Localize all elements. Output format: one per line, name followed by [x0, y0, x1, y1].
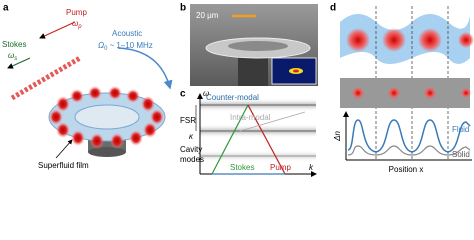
scale-label: 20 μm [196, 11, 219, 20]
solid-field [352, 87, 364, 99]
k-label: k [309, 163, 314, 172]
pump-label: Pump [270, 163, 291, 172]
kappa-label: κ [189, 132, 194, 141]
field-max [418, 28, 442, 52]
dn-label: Δn [333, 131, 342, 142]
stokes-freq: ωs [8, 51, 17, 61]
cavity-label: Cavity [180, 145, 202, 154]
pump-freq: ωp [72, 19, 82, 29]
mode-blobs [49, 86, 164, 149]
cavity-label: modes [180, 155, 204, 164]
inset-mode-core [293, 69, 299, 73]
panel-letter: d [330, 3, 336, 14]
pump-line [247, 104, 286, 175]
fsr-label: FSR [180, 116, 196, 125]
intra-line [239, 111, 306, 132]
panel-letter: a [3, 3, 9, 14]
laser-beam [10, 55, 82, 101]
pedestal-base [88, 147, 126, 157]
film-label: Superfluid film [38, 161, 89, 170]
acoustic-label: Acoustic [112, 29, 142, 38]
ring-inner [74, 104, 140, 130]
acoustic-freq: Ω0 ~ 1–10 MHz [98, 41, 153, 51]
solid-field [424, 87, 436, 99]
solid-label: Solid [452, 150, 470, 159]
stokes-label: Stokes [2, 40, 26, 49]
acoustic-arrow [117, 47, 173, 90]
pump-arrow [39, 21, 76, 39]
sem-disk-top [228, 41, 288, 51]
stokes-label: Stokes [230, 163, 254, 172]
fluid-curve [347, 119, 471, 153]
panel-letter: b [180, 3, 186, 14]
panel-letter: c [180, 89, 186, 100]
field-max [346, 28, 370, 52]
solid-field [388, 87, 400, 99]
panel-c: c ω k Counter-modal Intra-modal FSR κ Ca… [180, 89, 317, 177]
field-max [382, 28, 406, 52]
figure: a Pump ωp Stokes ωs Acoustic Ω0 ~ 1–10 MH… [2, 3, 474, 177]
solid-field [461, 88, 471, 98]
stokes-line [211, 104, 249, 175]
panel-a: a Pump ωp Stokes ωs Acoustic Ω0 ~ 1–10 MH… [2, 3, 173, 170]
film-arrow [55, 139, 73, 159]
position-label: Position x [389, 165, 424, 174]
panel-b: b 20 μm [180, 3, 318, 86]
solid-curve [347, 145, 471, 156]
omega-label: ω [203, 89, 209, 98]
counter-label: Counter-modal [206, 93, 259, 102]
pump-label: Pump [66, 8, 87, 17]
intra-label: Intra-modal [230, 113, 271, 122]
fluid-label: Fluid [452, 125, 469, 134]
panel-d: d Δn Fluid Solid Position x [330, 3, 474, 174]
stokes-arrow [7, 57, 31, 69]
field-max [458, 32, 474, 48]
